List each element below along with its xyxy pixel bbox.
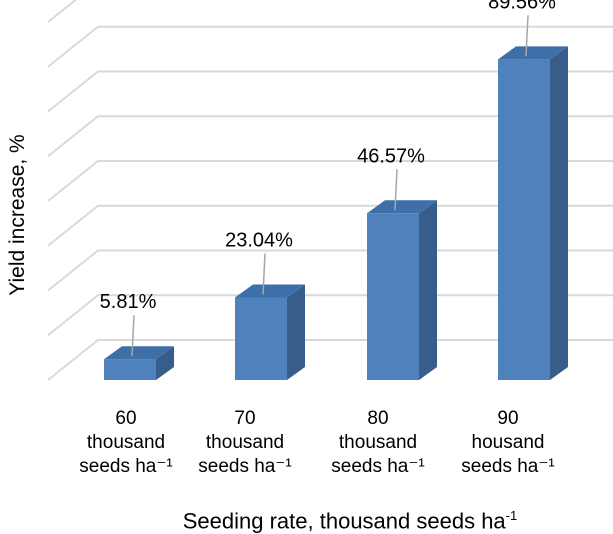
gridline	[47, 339, 613, 381]
data-label: 89.56%	[488, 0, 556, 13]
gridline	[47, 25, 613, 68]
bar-side	[550, 46, 568, 381]
data-label-leader	[525, 15, 529, 57]
bar	[104, 359, 156, 380]
gridlines	[47, 0, 613, 381]
x-axis-title-superscript: -1	[505, 508, 518, 523]
gridline	[47, 204, 613, 247]
category-label: 60 thousand seeds ha⁻¹	[79, 408, 173, 477]
gridline	[47, 294, 613, 337]
data-label-leader	[131, 315, 135, 357]
bar-top	[104, 346, 174, 360]
bar-side	[156, 346, 174, 380]
bar-side	[419, 200, 437, 380]
gridline	[47, 70, 613, 113]
data-label: 5.81%	[100, 291, 157, 313]
gridline	[47, 160, 613, 202]
bar	[498, 59, 550, 381]
gridline	[47, 0, 78, 23]
x-axis-title: Seeding rate, thousand seeds ha-1	[100, 508, 600, 534]
data-label-leader	[394, 169, 398, 211]
bar-side	[287, 284, 305, 380]
category-label: 80 thousand seeds ha⁻¹	[331, 408, 425, 477]
data-label: 23.04%	[225, 230, 293, 252]
bar-top	[367, 200, 437, 214]
y-axis-title-text: Yield increase, %	[6, 134, 29, 296]
bars	[104, 46, 568, 381]
category-label: 90 housand seeds ha⁻¹	[461, 408, 555, 477]
bar-top	[498, 46, 568, 60]
bar-top	[235, 284, 305, 298]
x-axis-title-text: Seeding rate, thousand seeds ha	[182, 508, 506, 534]
category-label: 70 thousand seeds ha⁻¹	[198, 408, 292, 477]
data-label: 46.57%	[357, 145, 425, 167]
data-labels: 5.81% 23.04% 46.57% 89.56%	[100, 0, 556, 357]
gridline	[47, 115, 613, 158]
bar	[235, 297, 287, 380]
bar	[367, 213, 419, 380]
gridline	[47, 249, 613, 292]
data-label-leader	[262, 253, 266, 295]
